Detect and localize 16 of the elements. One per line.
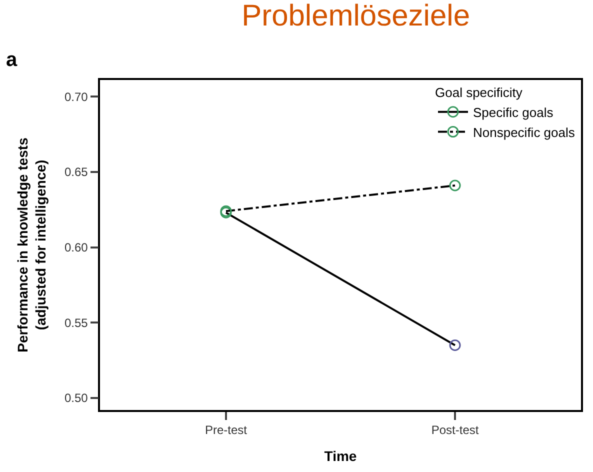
y-tick-label: 0.60	[64, 240, 88, 254]
text: a	[6, 49, 18, 71]
point	[449, 180, 461, 192]
legend-label: Specific goals	[473, 104, 554, 120]
x-axis-title: Time	[324, 448, 357, 464]
y-tick-label: 0.70	[64, 90, 88, 104]
chart-title: Problemlöseziele	[242, 0, 470, 33]
legend-label: Nonspecific goals	[473, 124, 576, 140]
y-axis-title: Performance in knowledge tests (adjusted for intelligence)	[14, 137, 49, 352]
x-tick-label: Pre-test	[204, 423, 248, 438]
y-tick-label: 0.65	[64, 165, 88, 180]
point	[449, 339, 461, 351]
legend-title: Goal specificity	[435, 84, 523, 100]
x-tick-label: Post-test	[431, 423, 480, 438]
y-tick-label: 0.50	[64, 391, 88, 406]
y-tick-label: 0.55	[64, 316, 88, 330]
